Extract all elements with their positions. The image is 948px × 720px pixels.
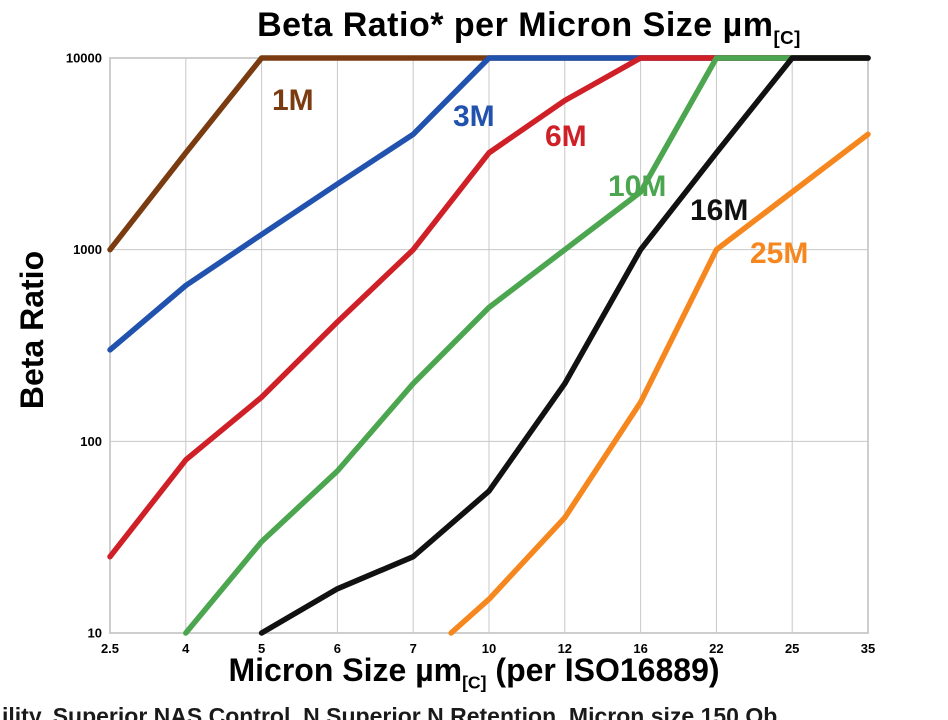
series-line-3M	[107, 55, 871, 353]
series-label-3M: 3M	[453, 100, 495, 133]
y-tick-label: 10000	[66, 51, 102, 66]
x-tick-label: 7	[410, 641, 417, 656]
chart-title-main: Beta Ratio* per Micron Size µm	[257, 6, 774, 44]
x-tick-label: 10	[482, 641, 496, 656]
x-axis-label: Micron Size µm[C] (per ISO16889)	[0, 652, 948, 693]
y-tick-label: 10	[88, 626, 102, 641]
series-label-16M: 16M	[690, 194, 748, 227]
series-label-1M: 1M	[272, 84, 314, 117]
x-tick-label: 35	[861, 641, 875, 656]
footer-caption-cropped: ility, Superior NAS Control, N Superior …	[2, 703, 778, 720]
x-tick-label: 4	[182, 641, 190, 656]
y-tick-label: 100	[80, 434, 102, 449]
chart-title: Beta Ratio* per Micron Size µm[C]	[110, 6, 948, 49]
series-label-25M: 25M	[750, 237, 808, 270]
x-axis-label-main: Micron Size µm	[228, 652, 463, 688]
series-label-6M: 6M	[545, 120, 587, 153]
series-line-10M	[183, 55, 871, 636]
chart-title-subscript: [C]	[773, 26, 801, 48]
x-tick-label: 5	[258, 641, 265, 656]
x-tick-label: 25	[785, 641, 799, 656]
x-tick-label: 6	[334, 641, 341, 656]
chart-plot-area: 1M 3M 6M 10M 16M 25M 10 100 1000 10000 2.5 4 5 6 7 10 12…	[66, 51, 875, 657]
series-line-16M	[258, 55, 871, 636]
x-tick-label: 22	[709, 641, 723, 656]
x-tick-label: 12	[558, 641, 572, 656]
x-axis-label-rest: (per ISO16889)	[486, 652, 720, 688]
series-line-25M	[448, 131, 871, 636]
series-line-6M	[107, 55, 871, 560]
x-axis-label-subscript: [C]	[462, 672, 487, 693]
series-label-10M: 10M	[608, 170, 666, 203]
x-tick-label: 2.5	[101, 641, 119, 656]
x-tick-label: 16	[633, 641, 647, 656]
y-tick-label: 1000	[73, 242, 102, 257]
